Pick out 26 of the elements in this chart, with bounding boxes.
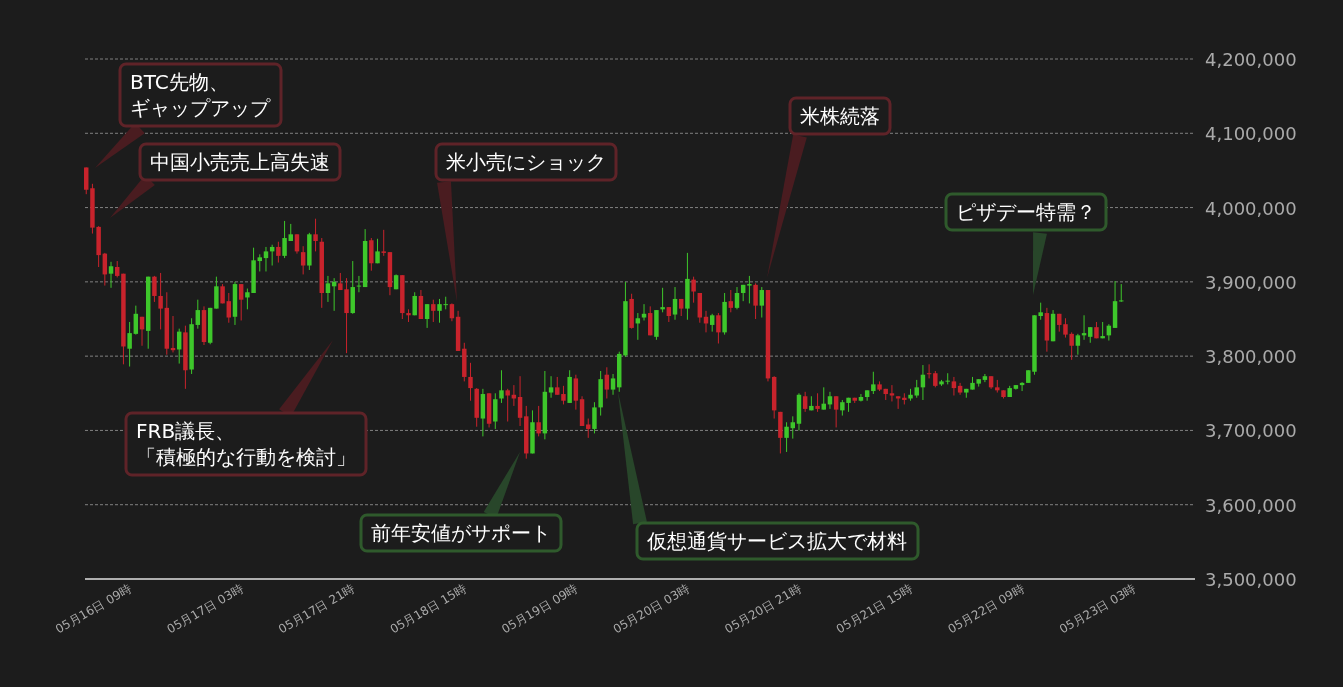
ytick-label: 4,100,000 [1205, 123, 1297, 145]
xtick-label: 05月20日 03時 [610, 581, 692, 637]
callout-text: 仮想通貨サービス拡大で材料 [647, 529, 907, 553]
xtick-label: 05月23日 03時 [1057, 581, 1139, 637]
ytick-label: 3,700,000 [1205, 420, 1297, 442]
ytick-label: 4,200,000 [1205, 49, 1297, 70]
callout-text: 米小売にショック [446, 150, 606, 174]
ytick-label: 3,600,000 [1205, 494, 1297, 516]
xtick-label: 05月19日 09時 [499, 581, 581, 637]
callout-text: 前年安値がサポート [371, 521, 551, 545]
ytick-label: 4,000,000 [1205, 197, 1297, 219]
callout-text: BTC先物、ギャップアップ [130, 70, 270, 120]
callout-text: 中国小売売上高失速 [150, 150, 330, 174]
xtick-label: 05月17日 21時 [276, 581, 358, 637]
ytick-label: 3,800,000 [1205, 346, 1297, 368]
xtick-label: 05月21日 15時 [833, 581, 916, 637]
ytick-label: 3,500,000 [1205, 569, 1297, 590]
xtick-label: 05月17日 03時 [164, 581, 246, 637]
xtick-label: 05月16日 09時 [52, 581, 135, 637]
callout-text: FRB議長、「積極的な行動を検討」 [136, 419, 356, 469]
xtick-label: 05月22日 09時 [945, 581, 1027, 637]
xtick-label: 05月20日 21時 [722, 581, 804, 637]
callout-text: ピザデー特需？ [956, 200, 1096, 224]
ytick-label: 3,900,000 [1205, 271, 1297, 293]
callout-text: 米株続落 [800, 104, 880, 128]
xtick-label: 05月18日 15時 [387, 581, 469, 637]
